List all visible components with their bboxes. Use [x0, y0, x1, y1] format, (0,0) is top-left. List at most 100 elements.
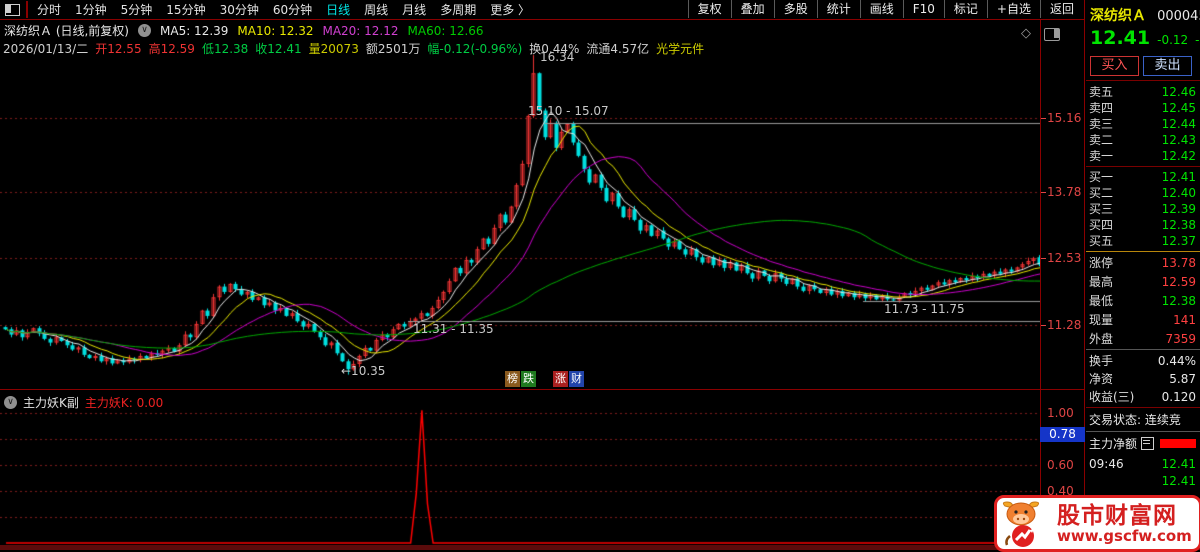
price-annotation-2: 11.31 - 11.35	[413, 322, 494, 336]
marker-tag-0[interactable]: 榜	[505, 371, 520, 387]
stat2-row-2[interactable]: 收益(三) 0.120	[1086, 388, 1200, 406]
toolbar-button-3[interactable]: 统计	[816, 0, 860, 18]
main-flow-row: 主力净额	[1089, 435, 1196, 452]
indicator-value: 主力妖K: 0.00	[84, 396, 164, 410]
sell-level-row-4[interactable]: 卖一 12.42	[1086, 148, 1200, 164]
marker-tag-1[interactable]: 跌	[521, 371, 536, 387]
daily-info-line: 2026/01/13/二 开12.55 高12.59 低12.38 收12.41 量200…	[3, 40, 704, 57]
toolbar-button-7[interactable]: +自选	[986, 0, 1040, 18]
period-tab-5[interactable]: 60分钟	[272, 2, 313, 17]
chart-title: 深纺织Ａ (日线,前复权)	[4, 24, 129, 38]
main-flow-bar	[1159, 439, 1196, 448]
stat-row-1[interactable]: 最高 12.59	[1086, 273, 1200, 292]
marker-tag-3[interactable]: 财	[569, 371, 584, 387]
sell-level-row-2[interactable]: 卖三 12.44	[1086, 116, 1200, 132]
stock-name[interactable]: 深纺织Ａ	[1090, 8, 1146, 24]
bottom-border	[0, 545, 1200, 550]
stat-row-3[interactable]: 现量 141	[1086, 311, 1200, 330]
top-menubar: 分时 1分钟 5分钟 15分钟 30分钟 60分钟 日线 周线 月线 多周期 更多 〉 复权 叠加 多股…	[0, 0, 1085, 20]
tick-price: 12.41	[1161, 474, 1196, 488]
buy-level-label: 买一	[1089, 170, 1114, 184]
ma-value-2: MA20: 12.12	[322, 23, 399, 38]
stat-label: 涨停	[1089, 256, 1114, 270]
sell-level-value: 12.44	[1161, 117, 1196, 131]
stat-row-4[interactable]: 外盘 7359	[1086, 330, 1200, 349]
toolbar-button-2[interactable]: 多股	[773, 0, 817, 18]
logo-title: 股市财富网	[1057, 502, 1177, 529]
buy-level-label: 买四	[1089, 218, 1114, 232]
stat2-value: 5.87	[1169, 372, 1196, 386]
period-tab-6[interactable]: 日线	[326, 2, 351, 17]
period-tab-8[interactable]: 月线	[402, 2, 427, 17]
window-icon[interactable]	[5, 3, 20, 16]
indicator-name: 主力妖K副	[23, 396, 79, 410]
price-annotation-4: 11.73 - 11.75	[884, 302, 965, 316]
buy-level-row-4[interactable]: 买五 12.37	[1086, 233, 1200, 249]
more-menu[interactable]: 更多 〉	[490, 2, 531, 17]
site-logo: 股市财富网 www.gscfw.com	[994, 495, 1200, 552]
sell-button[interactable]: 卖出	[1143, 56, 1192, 76]
sell-level-label: 卖二	[1089, 133, 1114, 147]
sell-level-label: 卖三	[1089, 117, 1114, 131]
buy-level-row-3[interactable]: 买四 12.38	[1086, 217, 1200, 233]
stat2-value: 0.120	[1161, 390, 1196, 404]
stat-row-2[interactable]: 最低 12.38	[1086, 292, 1200, 311]
period-tab-3[interactable]: 15分钟	[166, 2, 206, 17]
stat-value: 13.78	[1161, 256, 1196, 270]
split-pane-icon[interactable]	[1044, 28, 1060, 41]
stats2-list: 换手 0.44% 净资 5.87 收益(三) 0.120	[1086, 352, 1200, 406]
sell-level-row-3[interactable]: 卖二 12.43	[1086, 132, 1200, 148]
stat2-row-1[interactable]: 净资 5.87	[1086, 370, 1200, 388]
info-item-10: 光学元件	[656, 42, 705, 56]
period-tab-4[interactable]: 30分钟	[219, 2, 259, 17]
indicator-collapse-icon[interactable]: ∨	[4, 396, 17, 409]
toolbar-button-1[interactable]: 叠加	[730, 0, 774, 18]
axis-tick	[1040, 258, 1046, 260]
buy-levels: 买一 12.41 买二 12.40 买三 12.39 买四 12.38 买五 12.37	[1086, 169, 1200, 249]
tick-list[interactable]: 09:46 12.41 12.41	[1086, 456, 1200, 490]
candlestick-chart[interactable]	[0, 54, 1040, 388]
diamond-icon[interactable]: ◇	[1021, 26, 1031, 41]
sell-level-row-0[interactable]: 卖五 12.46	[1086, 84, 1200, 100]
axis-border-left	[1040, 19, 1041, 546]
toolbar-button-6[interactable]: 标记	[943, 0, 987, 18]
buy-level-row-0[interactable]: 买一 12.41	[1086, 169, 1200, 185]
buy-level-label: 买五	[1089, 234, 1114, 248]
info-item-1: 开12.55	[95, 42, 142, 56]
marker-tag-2[interactable]: 涨	[553, 371, 568, 387]
toolbar-button-0[interactable]: 复权	[687, 0, 731, 18]
period-tab-7[interactable]: 周线	[364, 2, 389, 17]
sell-level-row-1[interactable]: 卖四 12.45	[1086, 100, 1200, 116]
buy-level-row-2[interactable]: 买三 12.39	[1086, 201, 1200, 217]
info-item-4: 收12.41	[255, 42, 302, 56]
period-tab-0[interactable]: 分时	[37, 2, 62, 17]
info-item-9: 流通4.57亿	[586, 42, 650, 56]
info-item-0: 2026/01/13/二	[3, 42, 89, 56]
buy-button[interactable]: 买入	[1090, 56, 1139, 76]
period-tab-9[interactable]: 多周期	[440, 2, 477, 17]
period-tab-2[interactable]: 5分钟	[120, 2, 153, 17]
indicator-axis-label-2: 0.40	[1047, 484, 1074, 498]
stat2-row-0[interactable]: 换手 0.44%	[1086, 352, 1200, 370]
period-tab-1[interactable]: 1分钟	[75, 2, 107, 17]
stats-list: 涨停 13.78 最高 12.59 最低 12.38 现量 141 外盘 7359	[1086, 254, 1200, 349]
toolbar-button-5[interactable]: F10	[902, 0, 944, 18]
toolbar-buttons: 复权 叠加 多股 统计 画线 F10 标记 +自选 返回	[687, 0, 1083, 18]
price-annotation-0: 16.34	[540, 50, 575, 64]
toolbar-button-4[interactable]: 画线	[859, 0, 903, 18]
collapse-icon[interactable]: ∨	[138, 24, 151, 37]
toolbar-button-8[interactable]: 返回	[1039, 0, 1083, 18]
indicator-chart[interactable]	[0, 408, 1040, 546]
list-icon[interactable]	[1140, 437, 1154, 450]
pane-divider[interactable]	[0, 389, 1085, 390]
info-item-5: 量20073	[308, 42, 359, 56]
buy-level-row-1[interactable]: 买二 12.40	[1086, 185, 1200, 201]
stat2-label: 收益(三)	[1089, 390, 1135, 404]
price-axis-label-0: 15.16	[1047, 111, 1082, 125]
stat2-label: 净资	[1089, 372, 1114, 386]
ma-value-0: MA5: 12.39	[160, 23, 229, 38]
stat-row-0[interactable]: 涨停 13.78	[1086, 254, 1200, 273]
stat-label: 最高	[1089, 275, 1114, 289]
trade-status: 交易状态: 连续竞	[1089, 413, 1181, 427]
last-price: 12.41	[1090, 27, 1151, 49]
